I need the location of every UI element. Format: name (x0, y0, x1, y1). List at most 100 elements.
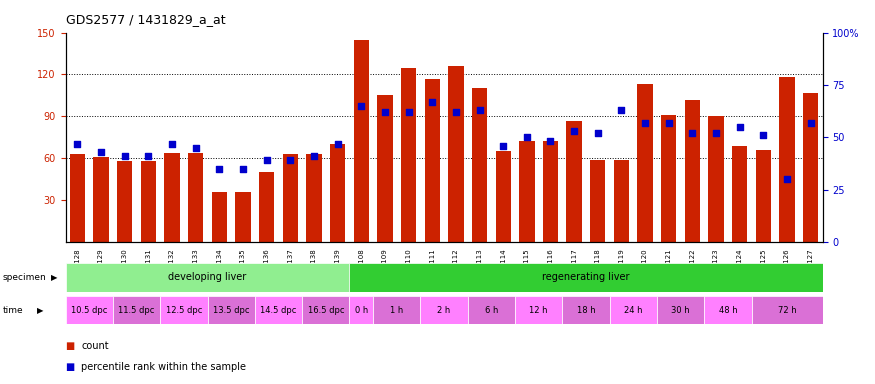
Text: ▶: ▶ (51, 273, 57, 282)
Bar (160, 296, 207, 324)
Bar (756, 150, 771, 242)
Bar (66, 296, 113, 324)
Bar (515, 296, 563, 324)
Point (567, 128, 581, 134)
Bar (94, 157, 108, 242)
Bar (66, 263, 349, 292)
Bar (657, 296, 704, 324)
Bar (306, 154, 322, 242)
Point (496, 142, 510, 149)
Point (402, 109, 416, 115)
Text: count: count (81, 341, 109, 351)
Bar (283, 154, 298, 242)
Bar (401, 68, 416, 242)
Text: 12.5 dpc: 12.5 dpc (165, 306, 202, 314)
Text: 16.5 dpc: 16.5 dpc (307, 306, 344, 314)
Bar (424, 79, 440, 242)
Text: ■: ■ (66, 341, 75, 351)
Bar (354, 40, 369, 242)
Point (520, 134, 534, 141)
Point (142, 153, 156, 159)
Point (780, 176, 794, 182)
Text: 2 h: 2 h (438, 306, 451, 314)
Point (685, 130, 699, 136)
Bar (164, 152, 179, 242)
Text: 72 h: 72 h (778, 306, 796, 314)
Text: ▶: ▶ (37, 306, 43, 315)
Text: 1 h: 1 h (390, 306, 403, 314)
Bar (563, 296, 610, 324)
Point (473, 107, 487, 113)
Text: 14.5 dpc: 14.5 dpc (260, 306, 297, 314)
Text: 12 h: 12 h (529, 306, 548, 314)
Bar (207, 296, 255, 324)
Point (638, 119, 652, 126)
Point (71, 141, 85, 147)
Point (118, 153, 132, 159)
Bar (448, 66, 464, 242)
Point (449, 109, 463, 115)
Point (331, 141, 345, 147)
Bar (255, 296, 302, 324)
Text: 24 h: 24 h (624, 306, 642, 314)
Bar (613, 160, 629, 242)
Text: 6 h: 6 h (485, 306, 498, 314)
Point (378, 109, 392, 115)
Text: 11.5 dpc: 11.5 dpc (118, 306, 155, 314)
Text: ■: ■ (66, 362, 75, 372)
Text: 18 h: 18 h (577, 306, 595, 314)
Bar (141, 161, 156, 242)
Text: 0 h: 0 h (354, 306, 367, 314)
Bar (188, 152, 203, 242)
Bar (637, 84, 653, 242)
Bar (566, 121, 582, 242)
Text: 30 h: 30 h (671, 306, 690, 314)
Bar (685, 99, 700, 242)
Point (94, 149, 108, 155)
Point (236, 166, 250, 172)
Bar (803, 93, 818, 242)
Point (709, 130, 723, 136)
Point (354, 103, 368, 109)
Point (425, 99, 439, 105)
Bar (113, 296, 160, 324)
Text: developing liver: developing liver (168, 272, 247, 283)
Bar (610, 296, 657, 324)
Bar (590, 160, 605, 242)
Bar (704, 296, 752, 324)
Bar (662, 115, 676, 242)
Bar (732, 146, 747, 242)
Point (543, 138, 557, 144)
Point (614, 107, 628, 113)
Point (260, 157, 274, 163)
Point (803, 119, 817, 126)
Bar (377, 95, 393, 242)
Bar (472, 88, 487, 242)
Bar (709, 116, 724, 242)
Point (662, 119, 676, 126)
Text: regenerating liver: regenerating liver (542, 272, 630, 283)
Bar (302, 296, 349, 324)
Bar (212, 192, 227, 242)
Bar (117, 161, 132, 242)
Text: percentile rank within the sample: percentile rank within the sample (81, 362, 247, 372)
Point (307, 153, 321, 159)
Bar (542, 141, 558, 242)
Point (284, 157, 298, 163)
Bar (349, 296, 373, 324)
Text: time: time (3, 306, 24, 315)
Text: specimen: specimen (3, 273, 46, 282)
Bar (468, 296, 515, 324)
Point (591, 130, 605, 136)
Bar (349, 263, 822, 292)
Bar (330, 144, 346, 242)
Bar (420, 296, 468, 324)
Text: 10.5 dpc: 10.5 dpc (71, 306, 108, 314)
Bar (780, 77, 794, 242)
Text: 48 h: 48 h (718, 306, 738, 314)
Bar (495, 151, 511, 242)
Point (732, 124, 746, 130)
Bar (373, 296, 420, 324)
Bar (70, 154, 85, 242)
Point (756, 132, 770, 138)
